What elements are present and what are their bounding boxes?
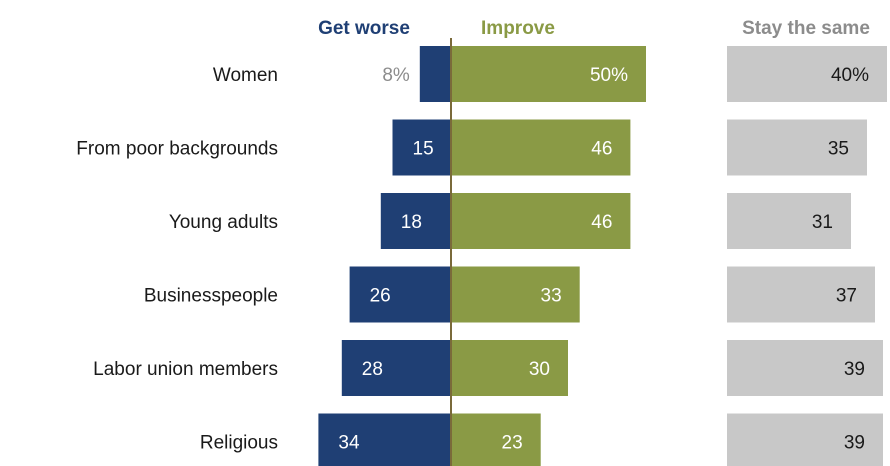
- category-label: From poor backgrounds: [76, 139, 278, 160]
- data-label-improve: 50%: [590, 65, 628, 86]
- bar-get-worse: [419, 46, 451, 102]
- category-label: Women: [213, 65, 278, 86]
- data-label-improve: 46: [591, 212, 612, 233]
- bar-stay-the-same: [727, 266, 875, 323]
- bar-get-worse: [341, 340, 451, 396]
- data-label-get-worse: 8%: [382, 65, 410, 86]
- data-label-get-worse: 28: [362, 359, 383, 380]
- data-label-stay-the-same: 37: [836, 286, 857, 307]
- data-label-stay-the-same: 39: [844, 433, 865, 454]
- bar-improve: [451, 266, 580, 323]
- bar-get-worse: [392, 119, 451, 176]
- data-label-get-worse: 18: [401, 212, 422, 233]
- category-label: Labor union members: [93, 359, 278, 380]
- bar-improve: [451, 340, 568, 396]
- data-label-stay-the-same: 35: [828, 139, 849, 160]
- bar-stay-the-same: [727, 340, 883, 396]
- legend-improve: Improve: [481, 18, 555, 39]
- bar-improve: [451, 119, 631, 176]
- bar-get-worse: [318, 413, 451, 466]
- data-label-stay-the-same: 40%: [831, 65, 869, 86]
- bar-improve: [451, 193, 631, 249]
- data-label-get-worse: 26: [370, 286, 391, 307]
- data-label-improve: 23: [502, 433, 523, 454]
- data-label-improve: 30: [529, 359, 550, 380]
- legend-stay-the-same: Stay the same: [742, 18, 870, 39]
- bar-stay-the-same: [727, 413, 883, 466]
- category-label: Young adults: [169, 212, 278, 233]
- data-label-stay-the-same: 31: [812, 212, 833, 233]
- bar-stay-the-same: [727, 46, 887, 102]
- category-label: Religious: [200, 433, 278, 454]
- data-label-get-worse: 34: [338, 433, 360, 454]
- bar-stay-the-same: [727, 119, 867, 176]
- data-label-improve: 46: [591, 139, 612, 160]
- bar-stay-the-same: [727, 193, 851, 249]
- data-label-improve: 33: [541, 286, 562, 307]
- data-label-stay-the-same: 39: [844, 359, 865, 380]
- category-label: Businesspeople: [144, 286, 278, 307]
- bar-improve: [451, 46, 646, 102]
- legend-get-worse: Get worse: [318, 18, 410, 39]
- bar-get-worse: [349, 266, 451, 323]
- data-label-get-worse: 15: [413, 139, 434, 160]
- bar-improve: [451, 413, 541, 466]
- bar-get-worse: [380, 193, 451, 249]
